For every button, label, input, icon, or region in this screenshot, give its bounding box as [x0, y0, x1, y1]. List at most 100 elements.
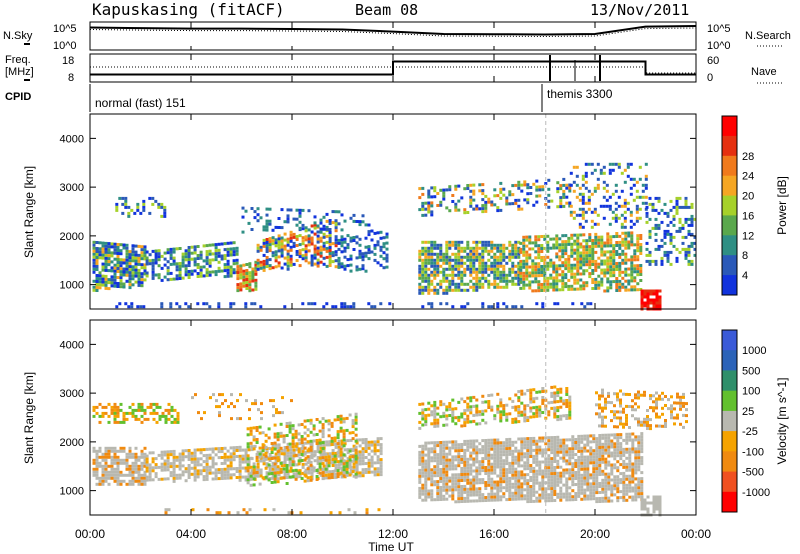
echo-cell — [520, 497, 524, 501]
echo-cell — [573, 248, 577, 252]
echo-cell — [475, 472, 479, 476]
echo-cell — [316, 237, 320, 241]
echo-cell — [624, 252, 628, 256]
echo-cell — [294, 429, 298, 433]
echo-cell — [558, 249, 562, 253]
echo-cell — [343, 264, 347, 268]
echo-cell — [601, 433, 605, 437]
echo-cell — [581, 183, 585, 187]
echo-cell — [574, 447, 578, 450]
echo-cell — [270, 448, 274, 451]
echo-cell — [621, 285, 625, 289]
echo-cell — [187, 458, 191, 461]
echo-cell — [601, 460, 605, 464]
echo-cell — [546, 282, 550, 286]
echo-cell — [460, 258, 464, 262]
echo-cell — [128, 253, 132, 257]
echo-cell — [592, 482, 596, 486]
echo-cell — [101, 452, 105, 456]
echo-cell — [430, 261, 434, 265]
echo-cell — [276, 432, 280, 436]
echo-cell — [352, 456, 356, 460]
echo-cell — [262, 241, 266, 245]
echo-cell — [307, 209, 311, 213]
echo-cell — [190, 257, 194, 261]
echo-cell — [505, 489, 509, 493]
echo-cell — [590, 210, 594, 214]
echo-cell — [484, 264, 488, 268]
echo-cell — [95, 280, 99, 283]
echo-cell — [190, 245, 194, 249]
echo-cell — [493, 438, 497, 442]
echo-cell — [624, 246, 628, 250]
echo-cell — [247, 475, 251, 479]
echo-cell — [214, 270, 218, 274]
echo-cell — [418, 459, 422, 463]
echo-cell — [312, 466, 316, 470]
echo-cell — [678, 220, 682, 224]
echo-cell — [236, 268, 240, 272]
echo-cell — [439, 188, 443, 192]
echo-cell — [457, 461, 461, 465]
echo-cell — [556, 453, 560, 457]
echo-cell — [550, 448, 554, 452]
echo-cell — [484, 445, 488, 448]
echo-cell — [648, 262, 652, 266]
echo-cell — [484, 454, 488, 457]
echo-cell — [451, 276, 455, 280]
echo-cell — [448, 282, 452, 286]
echo-cell — [418, 208, 422, 212]
echo-cell — [101, 479, 105, 483]
echo-cell — [271, 254, 275, 258]
echo-cell — [638, 207, 642, 211]
echo-cell — [466, 463, 470, 467]
echo-cell — [184, 258, 188, 262]
echo-cell — [629, 186, 633, 190]
echo-cell — [223, 266, 227, 270]
echo-cell — [499, 471, 503, 475]
echo-cell — [576, 278, 580, 282]
echo-cell — [595, 440, 599, 444]
echo-cell — [424, 207, 428, 211]
echo-cell — [116, 270, 120, 273]
echo-cell — [143, 470, 147, 474]
echo-cell — [517, 491, 521, 495]
echo-cell — [586, 434, 590, 438]
echo-cell — [612, 235, 616, 239]
echo-cell — [448, 467, 452, 471]
echo-cell — [627, 273, 631, 277]
echo-cell — [639, 237, 643, 240]
echo-cell — [499, 444, 503, 448]
echo-cell — [355, 265, 359, 269]
echo-cell — [591, 278, 595, 281]
echo-cell — [327, 461, 331, 465]
echo-cell — [528, 256, 532, 260]
echo-cell — [352, 474, 356, 478]
echo-cell — [534, 277, 538, 281]
echo-cell — [125, 455, 129, 459]
echo-cell — [367, 467, 371, 471]
echo-cell — [592, 485, 596, 489]
echo-cell — [271, 467, 275, 471]
echo-cell — [151, 202, 155, 206]
echo-cell — [604, 460, 608, 464]
echo-cell — [508, 258, 512, 262]
echo-cell — [484, 496, 488, 499]
echo-cell — [232, 271, 236, 275]
echo-cell — [285, 425, 289, 428]
echo-cell — [580, 479, 584, 483]
echo-cell — [583, 464, 587, 468]
echo-cell — [255, 456, 259, 459]
echo-cell — [303, 419, 307, 423]
echo-cell — [565, 486, 569, 490]
echo-cell — [580, 485, 584, 489]
echo-cell — [585, 263, 589, 267]
echo-cell — [134, 467, 138, 471]
echo-cell — [152, 411, 156, 415]
echo-cell — [684, 235, 688, 239]
echo-cell — [579, 266, 583, 270]
echo-cell — [427, 459, 431, 463]
echo-cell — [514, 255, 518, 259]
echo-cell — [654, 259, 658, 263]
echo-cell — [594, 283, 598, 287]
